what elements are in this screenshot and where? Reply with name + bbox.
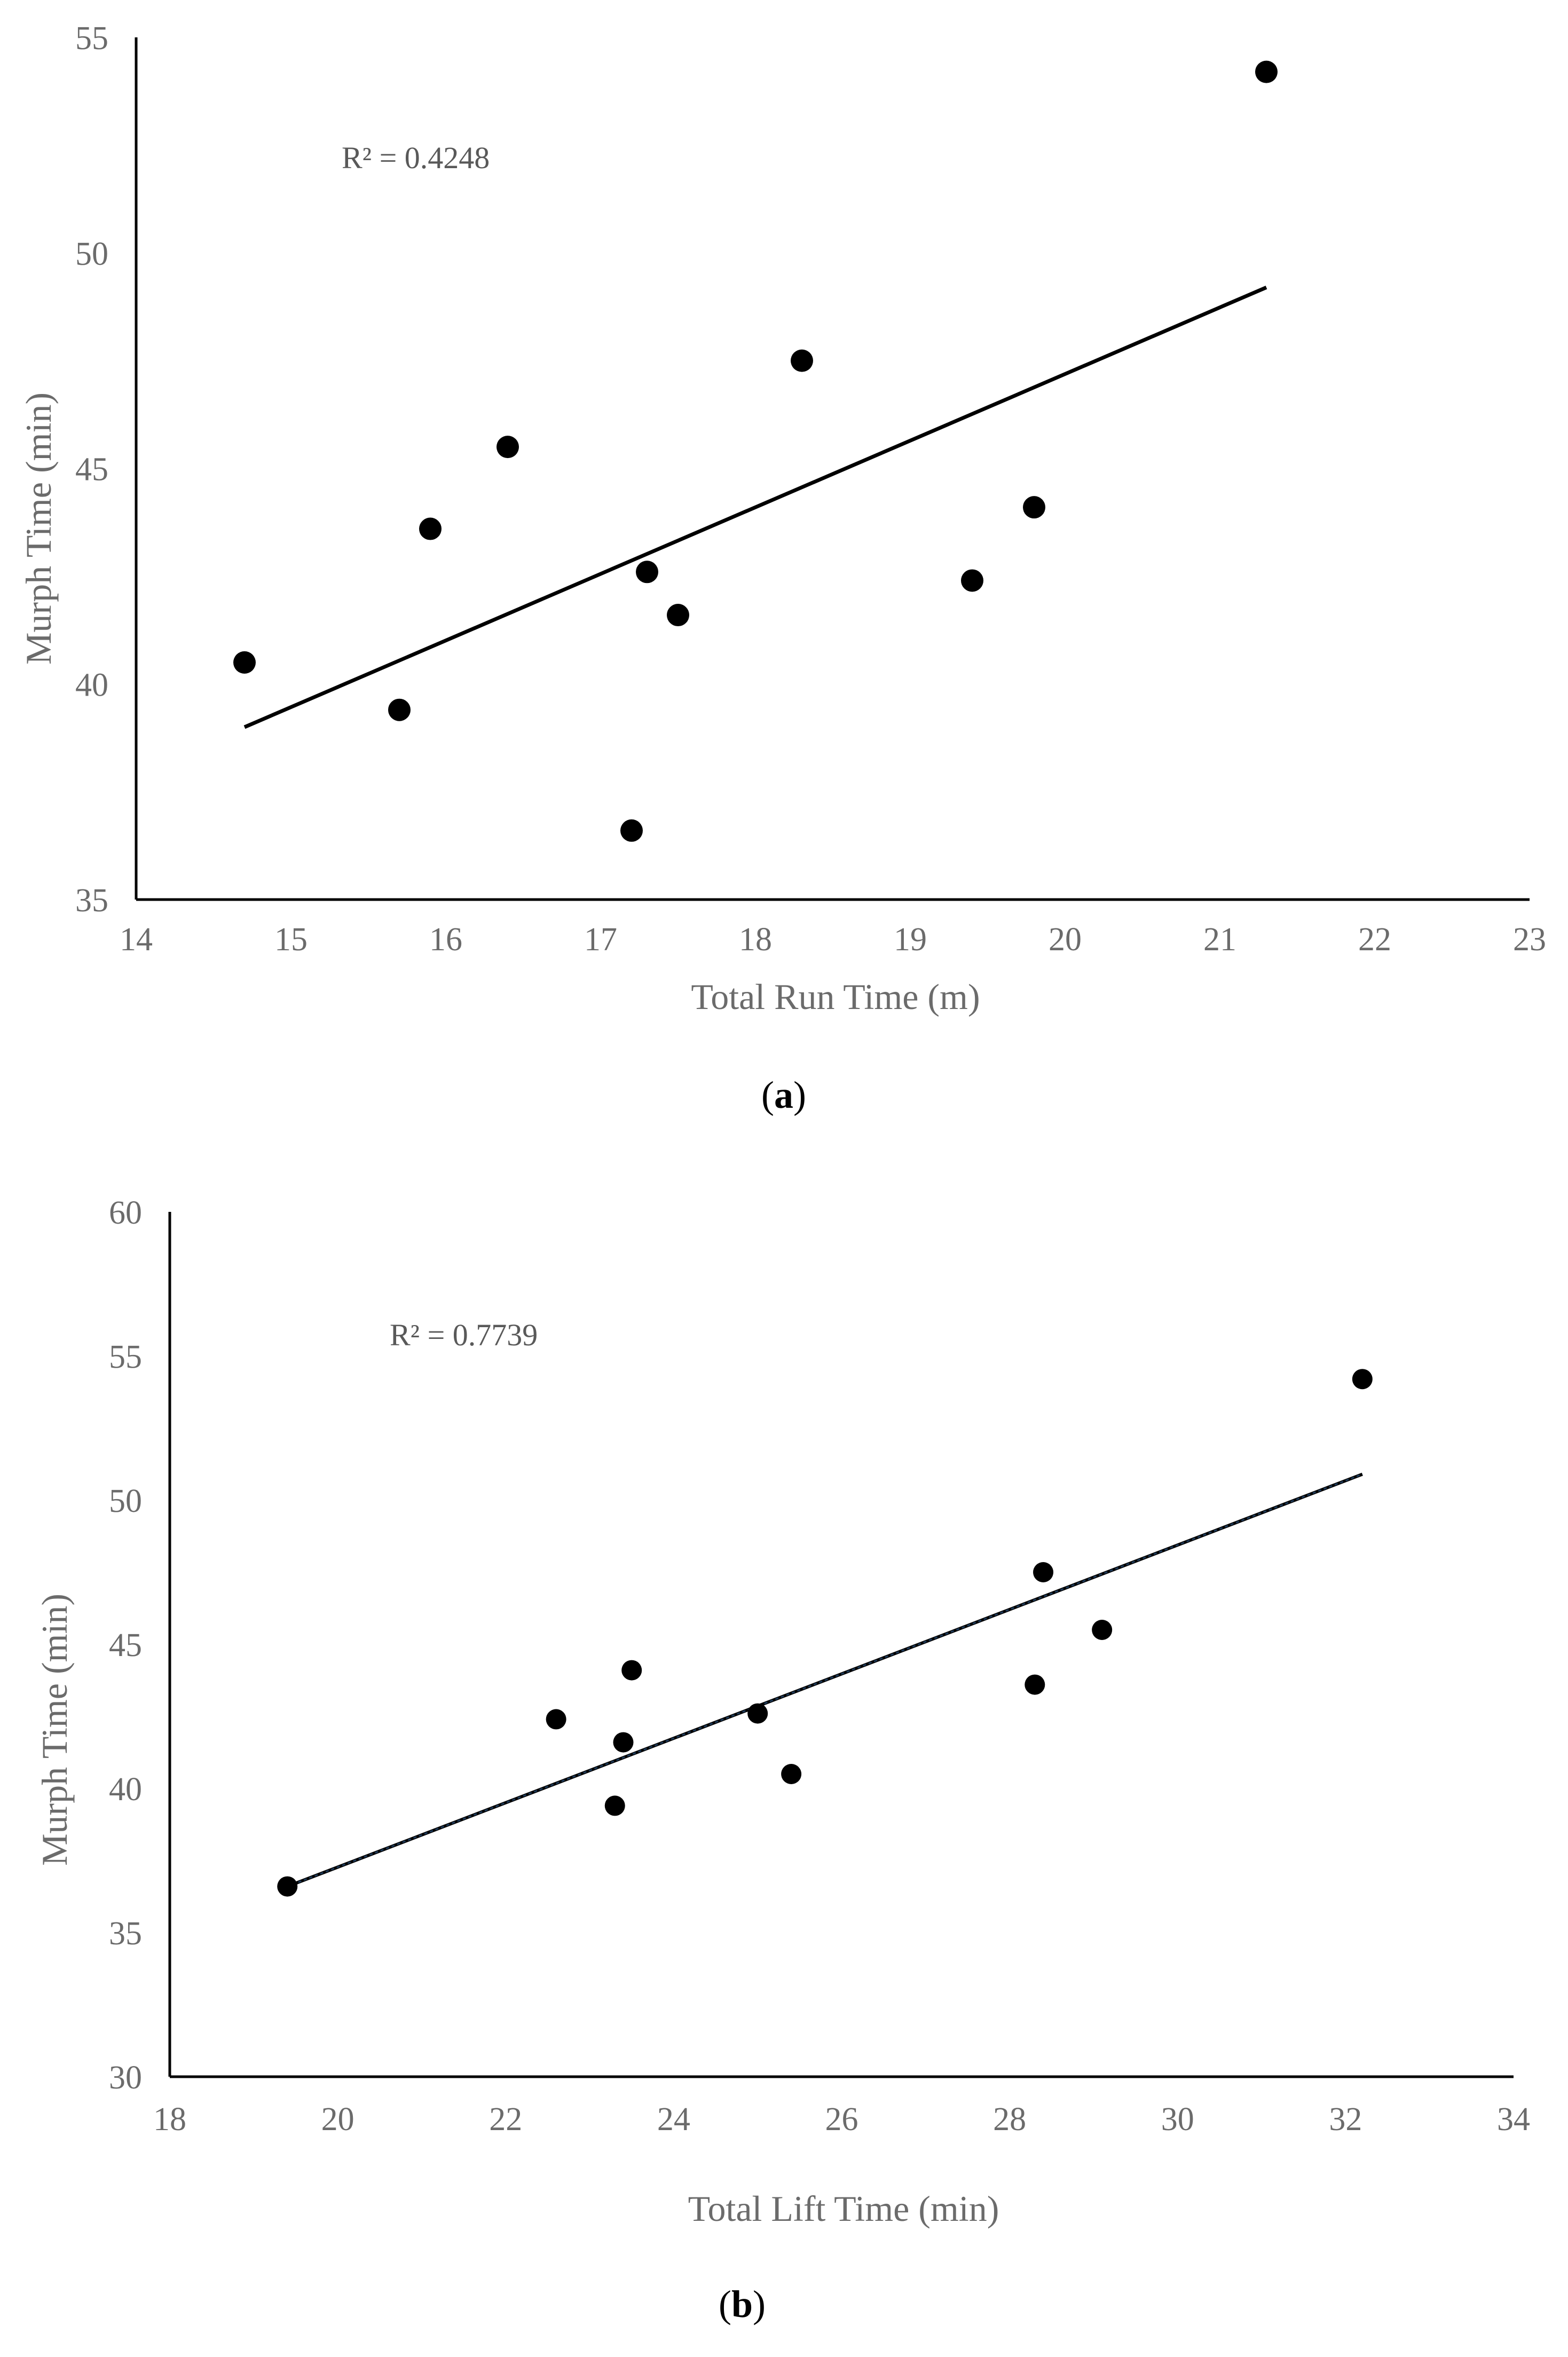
data-point	[613, 1732, 634, 1753]
y-tick-label: 35	[109, 1915, 142, 1952]
trendline-dotted-overlay	[287, 1473, 1363, 1888]
trendline	[243, 286, 1267, 729]
data-point	[636, 561, 658, 584]
data-point	[233, 651, 256, 674]
x-tick-label: 19	[894, 921, 927, 958]
data-point	[1352, 1369, 1373, 1390]
data-point	[1092, 1620, 1113, 1640]
x-tick-label: 17	[584, 921, 617, 958]
y-tick-label: 60	[109, 1195, 142, 1231]
caption-paren-close: )	[753, 2283, 766, 2326]
r2-label: R² = 0.7739	[390, 1318, 538, 1352]
y-tick-label: 55	[75, 20, 108, 57]
x-tick-label: 22	[1358, 921, 1391, 958]
data-point	[497, 436, 519, 459]
x-tick-label: 26	[825, 2101, 858, 2138]
y-tick-label: 30	[109, 2060, 142, 2096]
data-point	[781, 1764, 802, 1784]
caption-paren-open: (	[719, 2283, 731, 2326]
x-tick-label: 28	[993, 2101, 1026, 2138]
x-tick-label: 14	[120, 921, 153, 958]
x-axis-title: Total Lift Time (min)	[688, 2188, 999, 2229]
x-tick-label: 32	[1329, 2101, 1362, 2138]
data-point	[621, 1660, 642, 1681]
data-point	[747, 1703, 768, 1724]
caption-paren-close: )	[793, 1074, 806, 1116]
data-point	[1023, 496, 1045, 519]
chart-b: 18 20 22 24 26 28 30 32 34 30 35 40 45 50 55 60 R² = 0.…	[34, 1195, 1530, 2326]
figure-caption: (b)	[719, 2283, 766, 2326]
y-tick-label: 45	[75, 452, 108, 488]
figure-a: 14 15 16 17 18 19 20 21 22 23 35 40 45 50 55 R² = 0.42…	[0, 0, 1568, 1174]
data-point	[604, 1795, 625, 1816]
data-point	[961, 569, 983, 592]
y-tick-label: 50	[75, 236, 108, 272]
data-point	[667, 604, 689, 627]
y-tick-label: 55	[109, 1339, 142, 1375]
caption-letter: b	[731, 2283, 753, 2326]
x-tick-label: 16	[429, 921, 462, 958]
r2-label: R² = 0.4248	[342, 140, 490, 175]
y-tick-label: 40	[75, 667, 108, 703]
data-point	[277, 1876, 298, 1897]
figure-caption: (a)	[761, 1074, 806, 1116]
data-point	[791, 349, 813, 372]
chart-a: 14 15 16 17 18 19 20 21 22 23 35 40 45 50 55 R² = 0.42…	[18, 20, 1546, 1116]
x-tick-label: 22	[489, 2101, 522, 2138]
x-tick-label: 30	[1161, 2101, 1194, 2138]
x-tick-label: 34	[1497, 2101, 1530, 2138]
figure-b: 18 20 22 24 26 28 30 32 34 30 35 40 45 50 55 60 R² = 0.…	[0, 1174, 1568, 2357]
y-tick-label: 35	[75, 882, 108, 919]
x-tick-label: 23	[1513, 921, 1546, 958]
x-tick-label: 18	[153, 2101, 186, 2138]
y-tick-label: 40	[109, 1771, 142, 1808]
x-tick-label: 24	[657, 2101, 690, 2138]
x-tick-label: 20	[1049, 921, 1082, 958]
caption-paren-open: (	[761, 1074, 774, 1116]
data-point	[620, 819, 643, 842]
x-axis-title: Total Run Time (m)	[691, 976, 980, 1017]
y-tick-label: 50	[109, 1483, 142, 1519]
data-point	[388, 698, 411, 721]
y-tick-label: 45	[109, 1627, 142, 1664]
y-axis-title: Murph Time (min)	[34, 1594, 75, 1866]
caption-letter: a	[774, 1074, 793, 1116]
x-tick-label: 15	[274, 921, 308, 958]
data-point	[419, 517, 442, 540]
x-tick-label: 18	[739, 921, 772, 958]
y-axis-title: Murph Time (min)	[18, 392, 59, 665]
data-point	[546, 1709, 566, 1730]
data-point	[1025, 1674, 1045, 1695]
x-tick-label: 20	[321, 2101, 354, 2138]
x-tick-label: 21	[1203, 921, 1236, 958]
data-point	[1033, 1562, 1054, 1582]
data-point	[1255, 60, 1278, 83]
